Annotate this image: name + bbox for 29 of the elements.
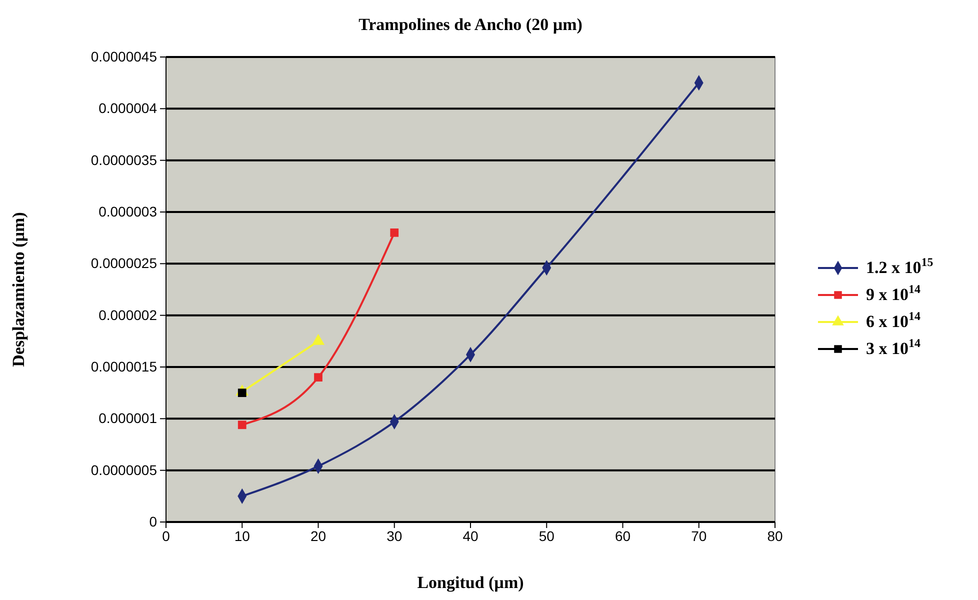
x-tick-label: 60 (614, 528, 631, 544)
x-tick-label: 30 (386, 528, 402, 544)
x-tick-label: 0 (162, 528, 170, 544)
x-tick-label: 20 (310, 528, 326, 544)
point (314, 373, 322, 382)
y-tick-label: 0.000001 (98, 410, 158, 426)
y-tick-label: 0.0000045 (90, 48, 158, 64)
legend-label: 9 x 10$^{14}$ (866, 282, 920, 304)
y-tick-label: 0.0000015 (90, 358, 158, 374)
point (238, 420, 246, 430)
y-axis-title: Desplazamiento (µm) (9, 212, 28, 367)
x-tick-label: 80 (767, 528, 783, 544)
legend-label: 1.2 x 10$^{15}$ (866, 255, 934, 277)
chart-title: Trampolines de Ancho (20 µm) (358, 15, 582, 34)
y-tick-label: 0.000004 (98, 100, 158, 116)
y-tick-label: 0.000003 (98, 203, 158, 220)
y-tick-label: 0.0000005 (90, 462, 158, 478)
x-tick-label: 10 (234, 528, 250, 544)
y-tick-label: 0.000002 (98, 306, 158, 323)
x-tick-label: 50 (538, 528, 555, 544)
x-axis-title: Longitud (µm) (417, 573, 524, 592)
y-tick-label: 0 (149, 513, 158, 530)
y-tick-label: 0.0000025 (90, 255, 158, 272)
x-tick-label: 70 (691, 528, 707, 544)
x-tick-label: 40 (462, 528, 478, 544)
point (390, 228, 399, 237)
legend-label: 3 x 10$^{14}$ (866, 336, 920, 358)
legend-label: 6 x 10$^{14}$ (866, 309, 920, 331)
y-tick-label: 0.0000035 (90, 152, 158, 168)
